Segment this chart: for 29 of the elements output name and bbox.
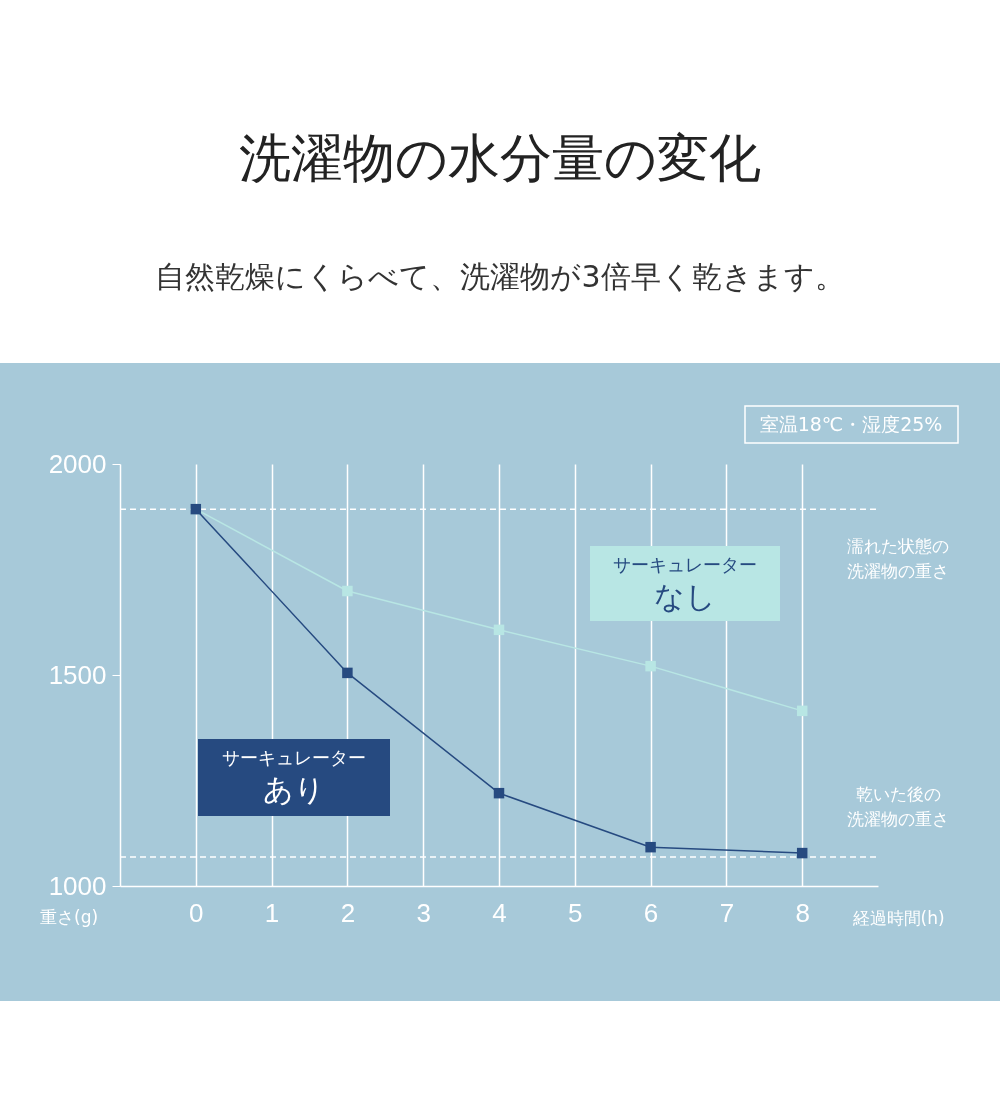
point	[342, 585, 353, 597]
x-tick-label: 1	[264, 897, 280, 928]
point	[796, 705, 808, 717]
x-tick-label: 2	[340, 897, 356, 928]
y-tick-label: 2000	[48, 448, 107, 479]
series-label: サーキュレーターなし	[613, 554, 757, 614]
point	[645, 660, 656, 672]
y-tick-label: 1000	[48, 870, 107, 901]
ref-line-label: 乾いた後の洗濯物の重さ	[847, 783, 949, 829]
x-tick-label: 4	[492, 897, 507, 928]
point	[493, 787, 505, 799]
chart-subtitle: 自然乾燥にくらべて、洗濯物が3倍早く乾きます。	[155, 259, 845, 294]
x-tick-label: 0	[189, 897, 204, 928]
x-axis-title: 経過時間(h)	[851, 907, 945, 928]
x-tick-label: 8	[795, 897, 810, 928]
point	[342, 667, 353, 679]
x-tick-label: 5	[568, 897, 583, 928]
point	[796, 847, 808, 859]
x-tick-label: 7	[719, 897, 735, 928]
x-tick-label: 6	[643, 897, 659, 928]
ref-line-label: 濡れた状態の洗濯物の重さ	[847, 536, 949, 582]
y-tick-label: 1500	[48, 659, 107, 690]
text: 室温18℃・湿度25%	[759, 413, 943, 435]
series-label: サーキュレーターあり	[222, 747, 366, 807]
point	[493, 624, 505, 636]
point	[645, 841, 656, 853]
chart-title: 洗濯物の水分量の変化	[239, 128, 761, 188]
y-axis-title: 重さ(g)	[40, 907, 99, 927]
x-tick-label: 3	[416, 897, 431, 928]
